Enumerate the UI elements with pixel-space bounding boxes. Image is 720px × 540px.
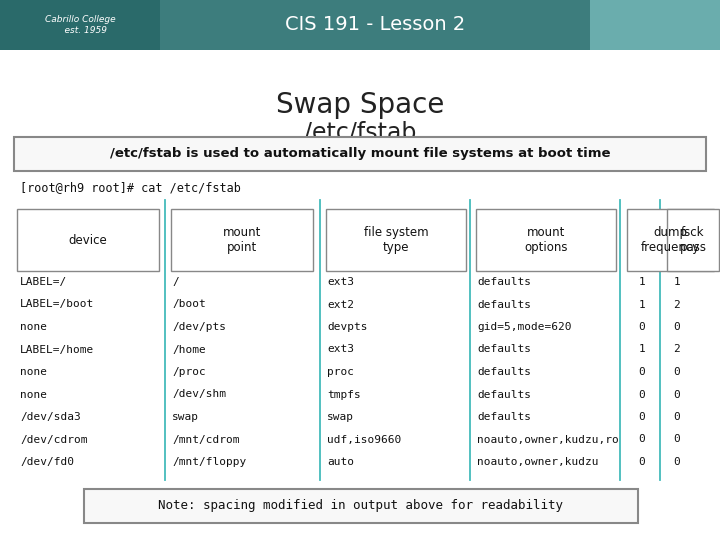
Text: devpts: devpts [327, 322, 367, 332]
Text: swap: swap [327, 412, 354, 422]
Text: dump
frequency: dump frequency [640, 226, 700, 254]
Text: mount
options: mount options [524, 226, 568, 254]
Text: 0: 0 [638, 457, 645, 467]
Text: /proc: /proc [172, 367, 206, 377]
Text: noauto,owner,kudzu,ro: noauto,owner,kudzu,ro [477, 435, 618, 444]
Bar [0, 0, 720, 50]
FancyBboxPatch shape [84, 489, 638, 523]
Text: noauto,owner,kudzu: noauto,owner,kudzu [477, 457, 598, 467]
Text: ext3: ext3 [327, 277, 354, 287]
Text: 0: 0 [673, 389, 680, 400]
Text: /boot: /boot [172, 300, 206, 309]
Text: /dev/shm: /dev/shm [172, 389, 226, 400]
Text: Note: spacing modified in output above for readability: Note: spacing modified in output above f… [158, 500, 562, 512]
Text: defaults: defaults [477, 300, 531, 309]
Text: none: none [20, 389, 47, 400]
Text: auto: auto [327, 457, 354, 467]
Text: /: / [172, 277, 179, 287]
Text: none: none [20, 367, 47, 377]
Text: /dev/cdrom: /dev/cdrom [20, 435, 88, 444]
Text: defaults: defaults [477, 277, 531, 287]
Text: 0: 0 [638, 367, 645, 377]
Text: /home: /home [172, 345, 206, 354]
Text: 1: 1 [638, 277, 645, 287]
Text: 1: 1 [638, 300, 645, 309]
Text: 0: 0 [673, 435, 680, 444]
Text: 0: 0 [673, 457, 680, 467]
FancyBboxPatch shape [627, 209, 714, 271]
Text: file system
type: file system type [364, 226, 428, 254]
Text: defaults: defaults [477, 389, 531, 400]
Text: ext2: ext2 [327, 300, 354, 309]
Text: fsck
pass: fsck pass [680, 226, 706, 254]
Text: ext3: ext3 [327, 345, 354, 354]
Text: LABEL=/home: LABEL=/home [20, 345, 94, 354]
Text: 2: 2 [673, 345, 680, 354]
Text: 0: 0 [673, 412, 680, 422]
Text: /mnt/cdrom: /mnt/cdrom [172, 435, 240, 444]
Text: 1: 1 [673, 277, 680, 287]
Text: 0: 0 [638, 389, 645, 400]
Text: /dev/pts: /dev/pts [172, 322, 226, 332]
Text: 1: 1 [638, 345, 645, 354]
FancyBboxPatch shape [17, 209, 159, 271]
Text: defaults: defaults [477, 345, 531, 354]
FancyBboxPatch shape [14, 137, 706, 171]
Text: /dev/fd0: /dev/fd0 [20, 457, 74, 467]
Text: 0: 0 [638, 322, 645, 332]
Bar [0, 0, 160, 50]
Text: 0: 0 [638, 435, 645, 444]
Text: Cabrillo College
    est. 1959: Cabrillo College est. 1959 [45, 15, 115, 35]
Text: device: device [68, 233, 107, 246]
Text: 2: 2 [673, 300, 680, 309]
Text: proc: proc [327, 367, 354, 377]
Text: 0: 0 [673, 322, 680, 332]
Text: [root@rh9 root]# cat /etc/fstab: [root@rh9 root]# cat /etc/fstab [20, 181, 241, 194]
Text: /etc/fstab is used to automatically mount file systems at boot time: /etc/fstab is used to automatically moun… [109, 147, 611, 160]
Text: defaults: defaults [477, 412, 531, 422]
Text: defaults: defaults [477, 367, 531, 377]
Text: 0: 0 [673, 367, 680, 377]
Text: Swap Space: Swap Space [276, 91, 444, 119]
Text: mount
point: mount point [222, 226, 261, 254]
FancyBboxPatch shape [326, 209, 466, 271]
Text: none: none [20, 322, 47, 332]
Text: 0: 0 [638, 412, 645, 422]
FancyBboxPatch shape [476, 209, 616, 271]
Text: tmpfs: tmpfs [327, 389, 361, 400]
Text: /mnt/floppy: /mnt/floppy [172, 457, 246, 467]
Text: /dev/sda3: /dev/sda3 [20, 412, 81, 422]
Text: swap: swap [172, 412, 199, 422]
FancyBboxPatch shape [171, 209, 313, 271]
Text: CIS 191 - Lesson 2: CIS 191 - Lesson 2 [285, 16, 465, 35]
Text: gid=5,mode=620: gid=5,mode=620 [477, 322, 572, 332]
Bar [590, 0, 720, 50]
Text: LABEL=/boot: LABEL=/boot [20, 300, 94, 309]
Text: LABEL=/: LABEL=/ [20, 277, 67, 287]
FancyBboxPatch shape [667, 209, 719, 271]
Text: udf,iso9660: udf,iso9660 [327, 435, 401, 444]
Text: /etc/fstab: /etc/fstab [304, 121, 416, 145]
